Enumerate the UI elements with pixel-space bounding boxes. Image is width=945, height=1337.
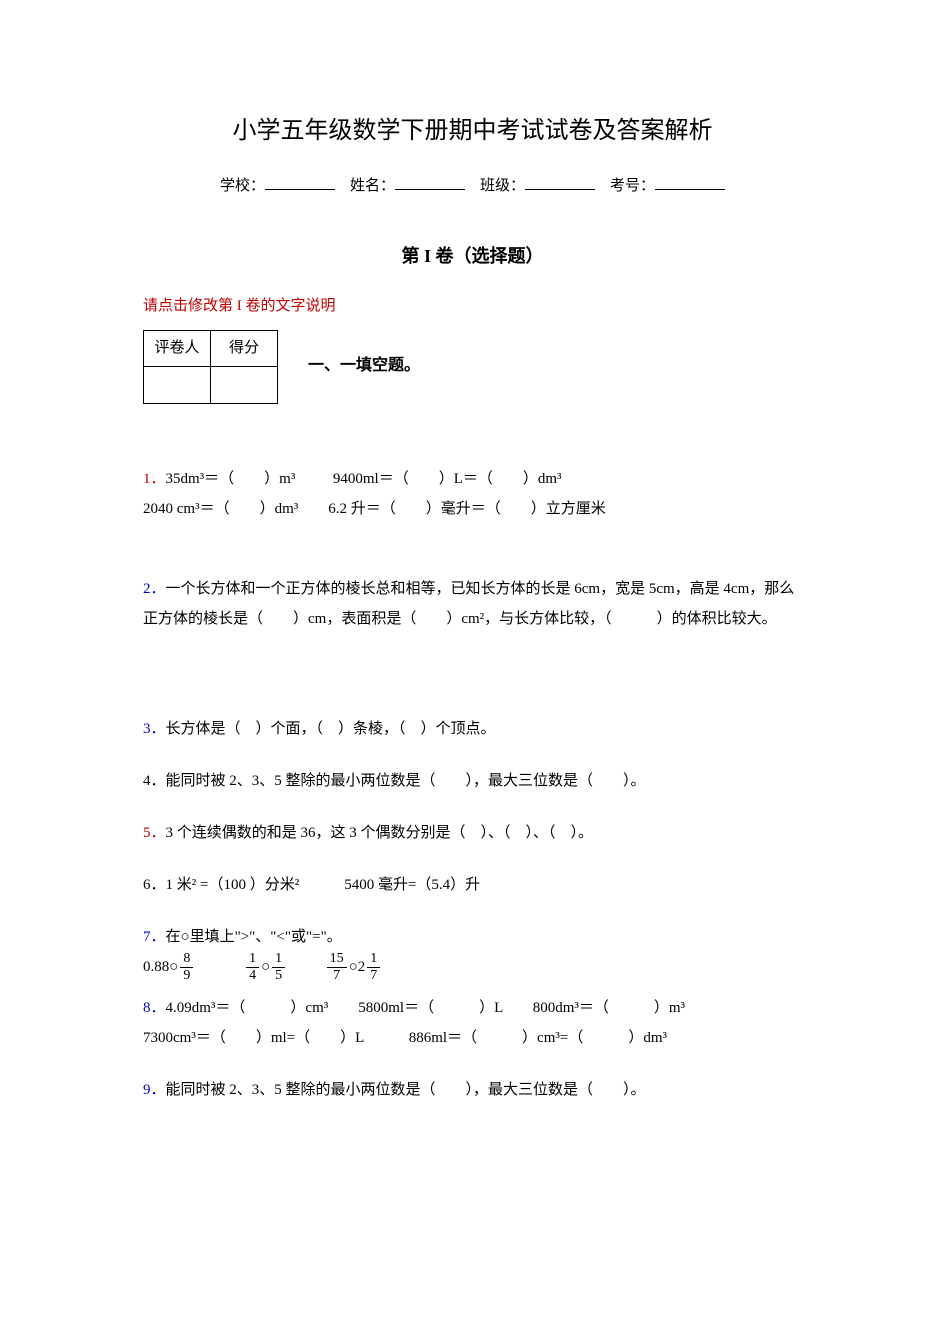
school-blank (265, 174, 335, 190)
score-col2-empty (211, 366, 278, 403)
q8-num: 8． (143, 1000, 166, 1016)
page-title: 小学五年级数学下册期中考试试卷及答案解析 (143, 110, 802, 153)
q7-cmp3-an: 15 (327, 952, 347, 968)
q1-line2a: 2040 cm³＝（ ）dm³ (143, 501, 298, 517)
examno-blank (655, 174, 725, 190)
q4-text: 能同时被 2、3、5 整除的最小两位数是（ ），最大三位数是（ ）。 (166, 773, 646, 789)
question-9: 9．能同时被 2、3、5 整除的最小两位数是（ ），最大三位数是（ ）。 (143, 1075, 802, 1105)
q7-cmp3-bn: 1 (367, 952, 380, 968)
score-col2-header: 得分 (211, 330, 278, 366)
q1-num: 1． (143, 471, 166, 487)
school-label: 学校： (220, 178, 265, 194)
q2-num: 2． (143, 581, 166, 597)
q7-cmp2-an: 1 (246, 952, 259, 968)
q7-cmp3-fracb: 17 (367, 952, 380, 983)
question-8: 8．4.09dm³＝（ ）cm³ 5800ml＝（ ）L 800dm³＝（ ）m… (143, 993, 802, 1053)
question-6: 6．1 米² =（100 ）分米² 5400 毫升=（5.4）升 (143, 870, 802, 900)
question-5: 5．3 个连续偶数的和是 36，这 3 个偶数分别是（ ）、（ ）、（ ）。 (143, 818, 802, 848)
q3-text: 长方体是（ ）个面，（ ）条棱，（ ）个顶点。 (166, 721, 496, 737)
q7-cmp2-bn: 1 (272, 952, 285, 968)
q6-text: 1 米² =（100 ）分米² 5400 毫升=（5.4）升 (166, 877, 481, 893)
q6-num: 6． (143, 877, 166, 893)
q7-cmp1-den: 9 (180, 968, 193, 983)
score-col1-empty (144, 366, 211, 403)
q9-num: 9． (143, 1082, 166, 1098)
q1-line1b: 9400ml＝（ ）L＝（ ）dm³ (333, 471, 562, 487)
q5-num: 5． (143, 825, 166, 841)
q1-line1a: 35dm³＝（ ）m³ (166, 471, 296, 487)
q8-line2: 7300cm³＝（ ）ml=（ ）L 886ml＝（ ）cm³=（ ）dm³ (143, 1030, 667, 1046)
class-label: 班级： (480, 178, 525, 194)
q7-cmp2-op: ○ (261, 959, 270, 975)
info-line: 学校： 姓名： 班级： 考号： (143, 173, 802, 200)
q1-line2b: 6.2 升＝（ ）毫升＝（ ）立方厘米 (328, 501, 606, 517)
q8-line1: 4.09dm³＝（ ）cm³ 5800ml＝（ ）L 800dm³＝（ ）m³ (166, 1000, 686, 1016)
q3-num: 3． (143, 721, 166, 737)
question-1: 1．35dm³＝（ ）m³ 9400ml＝（ ）L＝（ ）dm³ 2040 cm… (143, 464, 802, 524)
q7-cmp3-bint: 2 (358, 959, 366, 975)
page-container: 小学五年级数学下册期中考试试卷及答案解析 学校： 姓名： 班级： 考号： 第 I… (0, 0, 945, 1337)
q7-cmp2-bd: 5 (272, 968, 285, 983)
class-blank (525, 174, 595, 190)
instruction-text: 请点击修改第 I 卷的文字说明 (143, 293, 802, 320)
q7-cmp3-op: ○ (349, 959, 358, 975)
q7-cmp3-ad: 7 (327, 968, 347, 983)
q7-text-a: 在○里填上">"、"<"或"="。 (166, 929, 342, 945)
score-table: 评卷人 得分 (143, 330, 278, 404)
question-7: 7．在○里填上">"、"<"或"="。 0.88○89 14○15 157○21… (143, 922, 802, 983)
examno-label: 考号： (610, 178, 655, 194)
name-label: 姓名： (350, 178, 395, 194)
score-row: 评卷人 得分 一、一填空题。 (143, 330, 802, 404)
q7-num: 7． (143, 929, 166, 945)
section-name: 一、一填空题。 (308, 352, 420, 381)
question-2: 2．一个长方体和一个正方体的棱长总和相等，已知长方体的长是 6cm，宽是 5cm… (143, 574, 802, 634)
q7-cmp3-fraca: 157 (327, 952, 347, 983)
name-blank (395, 174, 465, 190)
q7-cmp2-fraca: 14 (246, 952, 259, 983)
q4-num: 4． (143, 773, 166, 789)
q7-cmp1-a: 0.88 (143, 959, 169, 975)
q9-text: 能同时被 2、3、5 整除的最小两位数是（ ），最大三位数是（ ）。 (166, 1082, 646, 1098)
q7-cmp3-bd: 7 (367, 968, 380, 983)
q7-cmp2-fracb: 15 (272, 952, 285, 983)
q2-text: 一个长方体和一个正方体的棱长总和相等，已知长方体的长是 6cm，宽是 5cm，高… (143, 581, 794, 627)
section-header: 第 I 卷（选择题） (143, 240, 802, 272)
q5-text: 3 个连续偶数的和是 36，这 3 个偶数分别是（ ）、（ ）、（ ）。 (166, 825, 594, 841)
q7-cmp2-ad: 4 (246, 968, 259, 983)
question-4: 4．能同时被 2、3、5 整除的最小两位数是（ ），最大三位数是（ ）。 (143, 766, 802, 796)
question-3: 3．长方体是（ ）个面，（ ）条棱，（ ）个顶点。 (143, 714, 802, 744)
score-col1-header: 评卷人 (144, 330, 211, 366)
q7-cmp1-num: 8 (180, 952, 193, 968)
q7-cmp1-frac: 89 (180, 952, 193, 983)
q7-cmp1-op: ○ (169, 959, 178, 975)
